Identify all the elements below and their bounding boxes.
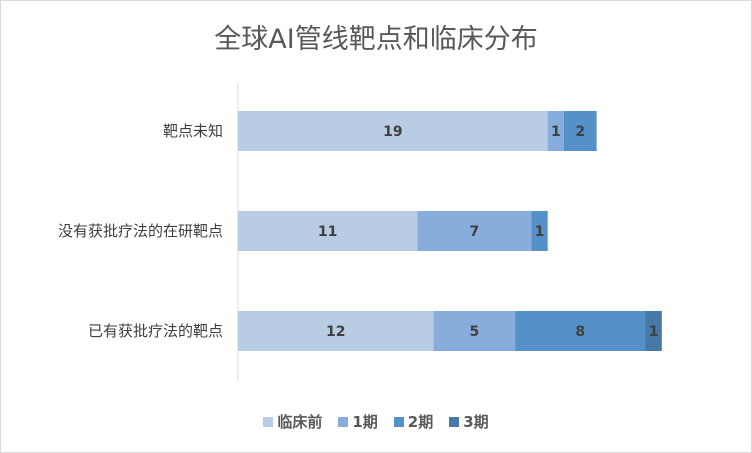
bar-segment <box>645 311 662 351</box>
data-label: 1 <box>649 324 659 340</box>
legend-label: 1期 <box>352 413 378 431</box>
bar-segment <box>238 311 434 351</box>
legend-item: 3期 <box>449 411 489 432</box>
bar-segment <box>238 211 418 251</box>
legend-swatch <box>338 416 349 427</box>
category-label: 靶点未知 <box>163 122 223 140</box>
data-label: 1 <box>535 224 545 240</box>
data-label: 2 <box>575 124 585 140</box>
data-label: 12 <box>326 324 345 340</box>
bar-segment <box>547 111 564 151</box>
legend: 临床前 1期 2期 3期 <box>1 411 751 432</box>
chart-title: 全球AI管线靶点和临床分布 <box>214 24 538 55</box>
bar-segment <box>238 111 548 151</box>
legend-item: 2期 <box>393 411 434 432</box>
category-label: 已有获批疗法的靶点 <box>88 322 223 340</box>
bar-segment <box>515 311 646 351</box>
legend-label: 临床前 <box>277 413 323 431</box>
legend-swatch <box>393 416 404 427</box>
data-label: 7 <box>469 224 479 240</box>
data-label: 11 <box>318 224 337 240</box>
bar-segment <box>564 111 597 151</box>
bar-segment <box>531 211 548 251</box>
legend-swatch <box>263 416 274 427</box>
category-label: 没有获批疗法的在研靶点 <box>58 222 223 240</box>
data-label: 5 <box>469 324 479 340</box>
data-label: 8 <box>575 324 585 340</box>
legend-label: 2期 <box>407 413 434 431</box>
legend-item: 1期 <box>338 411 378 432</box>
legend-label: 3期 <box>463 413 489 431</box>
bar-segment <box>417 211 532 251</box>
data-label: 19 <box>383 124 402 140</box>
legend-item: 临床前 <box>263 411 322 432</box>
data-label: 1 <box>551 124 561 140</box>
bar-segment <box>433 311 516 351</box>
legend-swatch <box>449 416 460 427</box>
